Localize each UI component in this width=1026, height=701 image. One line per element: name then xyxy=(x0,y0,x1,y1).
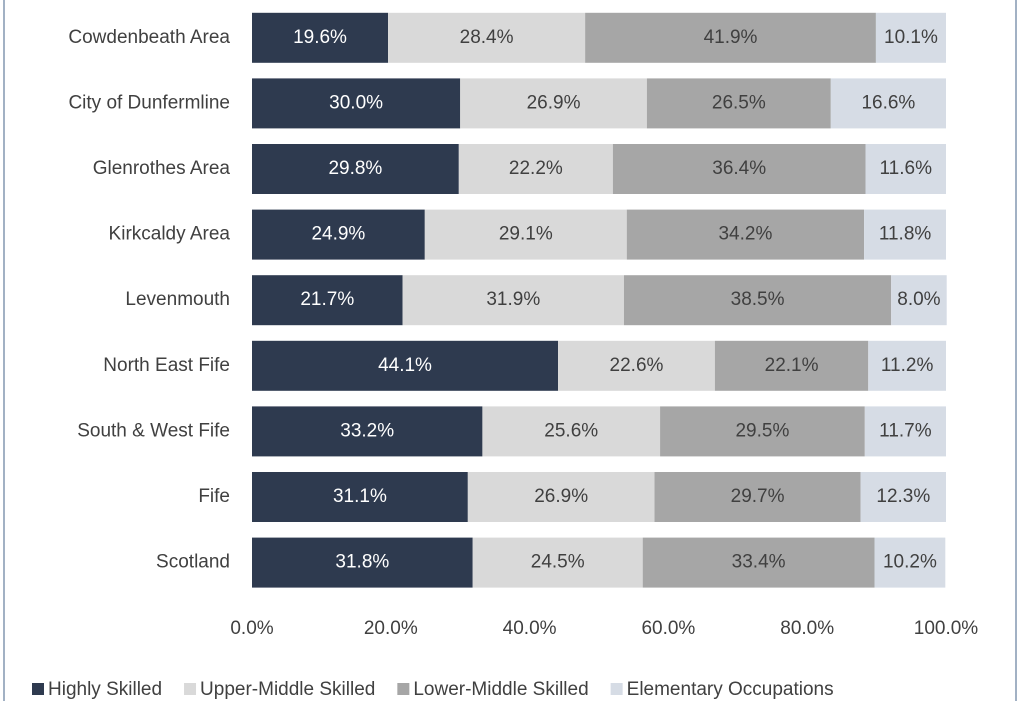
data-label: 25.6% xyxy=(544,420,598,441)
legend-swatch xyxy=(32,683,44,695)
category-label: Cowdenbeath Area xyxy=(68,27,230,48)
bar-segment xyxy=(864,209,946,260)
bar-segment xyxy=(654,472,861,522)
bar-segment xyxy=(646,78,831,129)
data-label: 24.5% xyxy=(531,552,585,573)
data-label: 38.5% xyxy=(731,289,785,310)
bar-segment xyxy=(252,340,559,391)
bar-segment xyxy=(482,406,661,457)
data-label: 26.9% xyxy=(527,92,581,113)
x-tick-label: 100.0% xyxy=(914,618,979,639)
data-label: 26.5% xyxy=(712,92,766,113)
category-label: Fife xyxy=(198,486,230,507)
data-label: 33.4% xyxy=(732,552,786,573)
bar-segment xyxy=(623,275,892,326)
x-tick-label: 40.0% xyxy=(503,618,557,639)
legend-swatch xyxy=(184,683,197,695)
legend-label: Upper-Middle Skilled xyxy=(200,679,375,700)
bar-segment xyxy=(460,78,647,129)
bar-segment xyxy=(714,340,869,391)
data-label: 11.6% xyxy=(880,158,933,179)
bar-segment xyxy=(585,12,876,63)
bar-segment xyxy=(860,472,946,522)
data-label: 10.2% xyxy=(883,552,937,573)
bar-segment xyxy=(252,406,483,457)
legend-label: Elementary Occupations xyxy=(627,679,834,700)
bar-segment xyxy=(830,78,946,129)
data-label: 10.1% xyxy=(884,27,938,48)
bar-segment xyxy=(875,12,946,63)
data-label: 31.8% xyxy=(335,552,389,573)
data-label: 41.9% xyxy=(704,27,758,48)
bar-segment xyxy=(252,209,425,260)
data-label: 29.5% xyxy=(735,420,789,441)
data-label: 33.2% xyxy=(340,420,394,441)
x-tick-label: 0.0% xyxy=(230,618,273,639)
bar-segment xyxy=(660,406,865,457)
category-label: South & West Fife xyxy=(77,420,230,441)
data-label: 29.8% xyxy=(328,158,382,179)
bar-segment xyxy=(458,144,613,194)
data-label: 11.8% xyxy=(879,224,932,245)
data-label: 19.6% xyxy=(293,27,347,48)
bar-segment xyxy=(252,144,459,194)
data-label: 30.0% xyxy=(329,92,383,113)
data-label: 29.1% xyxy=(499,224,553,245)
category-label: City of Dunfermline xyxy=(68,92,230,113)
bar-segment xyxy=(472,537,643,588)
bar-segment xyxy=(626,209,865,260)
bar-segment xyxy=(874,537,946,588)
legend-swatch xyxy=(397,683,410,695)
data-label: 44.1% xyxy=(378,355,432,376)
data-label: 28.4% xyxy=(460,27,514,48)
bar-segment xyxy=(252,537,473,588)
category-label: North East Fife xyxy=(103,355,230,376)
category-label: Levenmouth xyxy=(125,289,230,310)
bar-segment xyxy=(252,78,461,129)
data-label: 8.0% xyxy=(897,289,940,310)
category-label: Glenrothes Area xyxy=(93,158,231,179)
bar-segment xyxy=(252,472,468,522)
category-label: Scotland xyxy=(156,552,230,573)
data-label: 22.1% xyxy=(765,355,819,376)
data-label: 11.7% xyxy=(879,420,932,441)
data-label: 21.7% xyxy=(300,289,354,310)
data-label: 31.1% xyxy=(333,486,387,507)
data-label: 12.3% xyxy=(876,486,930,507)
bar-segment xyxy=(558,340,715,391)
data-label: 29.7% xyxy=(731,486,785,507)
bar-segment xyxy=(864,406,946,457)
x-tick-label: 60.0% xyxy=(641,618,695,639)
data-label: 22.6% xyxy=(610,355,664,376)
legend-label: Highly Skilled xyxy=(48,679,162,700)
category-label: Kirkcaldy Area xyxy=(109,224,231,245)
legend-label: Lower-Middle Skilled xyxy=(413,679,588,700)
bar-segment xyxy=(868,340,946,391)
bar-segment xyxy=(865,144,946,194)
data-label: 26.9% xyxy=(534,486,588,507)
bar-segment xyxy=(612,144,866,194)
bar-segment xyxy=(642,537,875,588)
data-label: 24.9% xyxy=(311,224,365,245)
bar-segment xyxy=(424,209,627,260)
x-tick-label: 80.0% xyxy=(780,618,834,639)
data-label: 16.6% xyxy=(861,92,915,113)
bar-segment xyxy=(402,275,624,326)
legend-swatch xyxy=(610,683,623,695)
data-label: 11.2% xyxy=(881,355,934,376)
bar-segment xyxy=(891,275,947,326)
data-label: 22.2% xyxy=(509,158,563,179)
data-label: 36.4% xyxy=(712,158,766,179)
data-label: 31.9% xyxy=(486,289,540,310)
bar-segment xyxy=(467,472,655,522)
bar-segment xyxy=(388,12,586,63)
x-tick-label: 20.0% xyxy=(364,618,418,639)
data-label: 34.2% xyxy=(718,224,772,245)
bar-segment xyxy=(252,275,403,326)
bar-segment xyxy=(252,12,389,63)
